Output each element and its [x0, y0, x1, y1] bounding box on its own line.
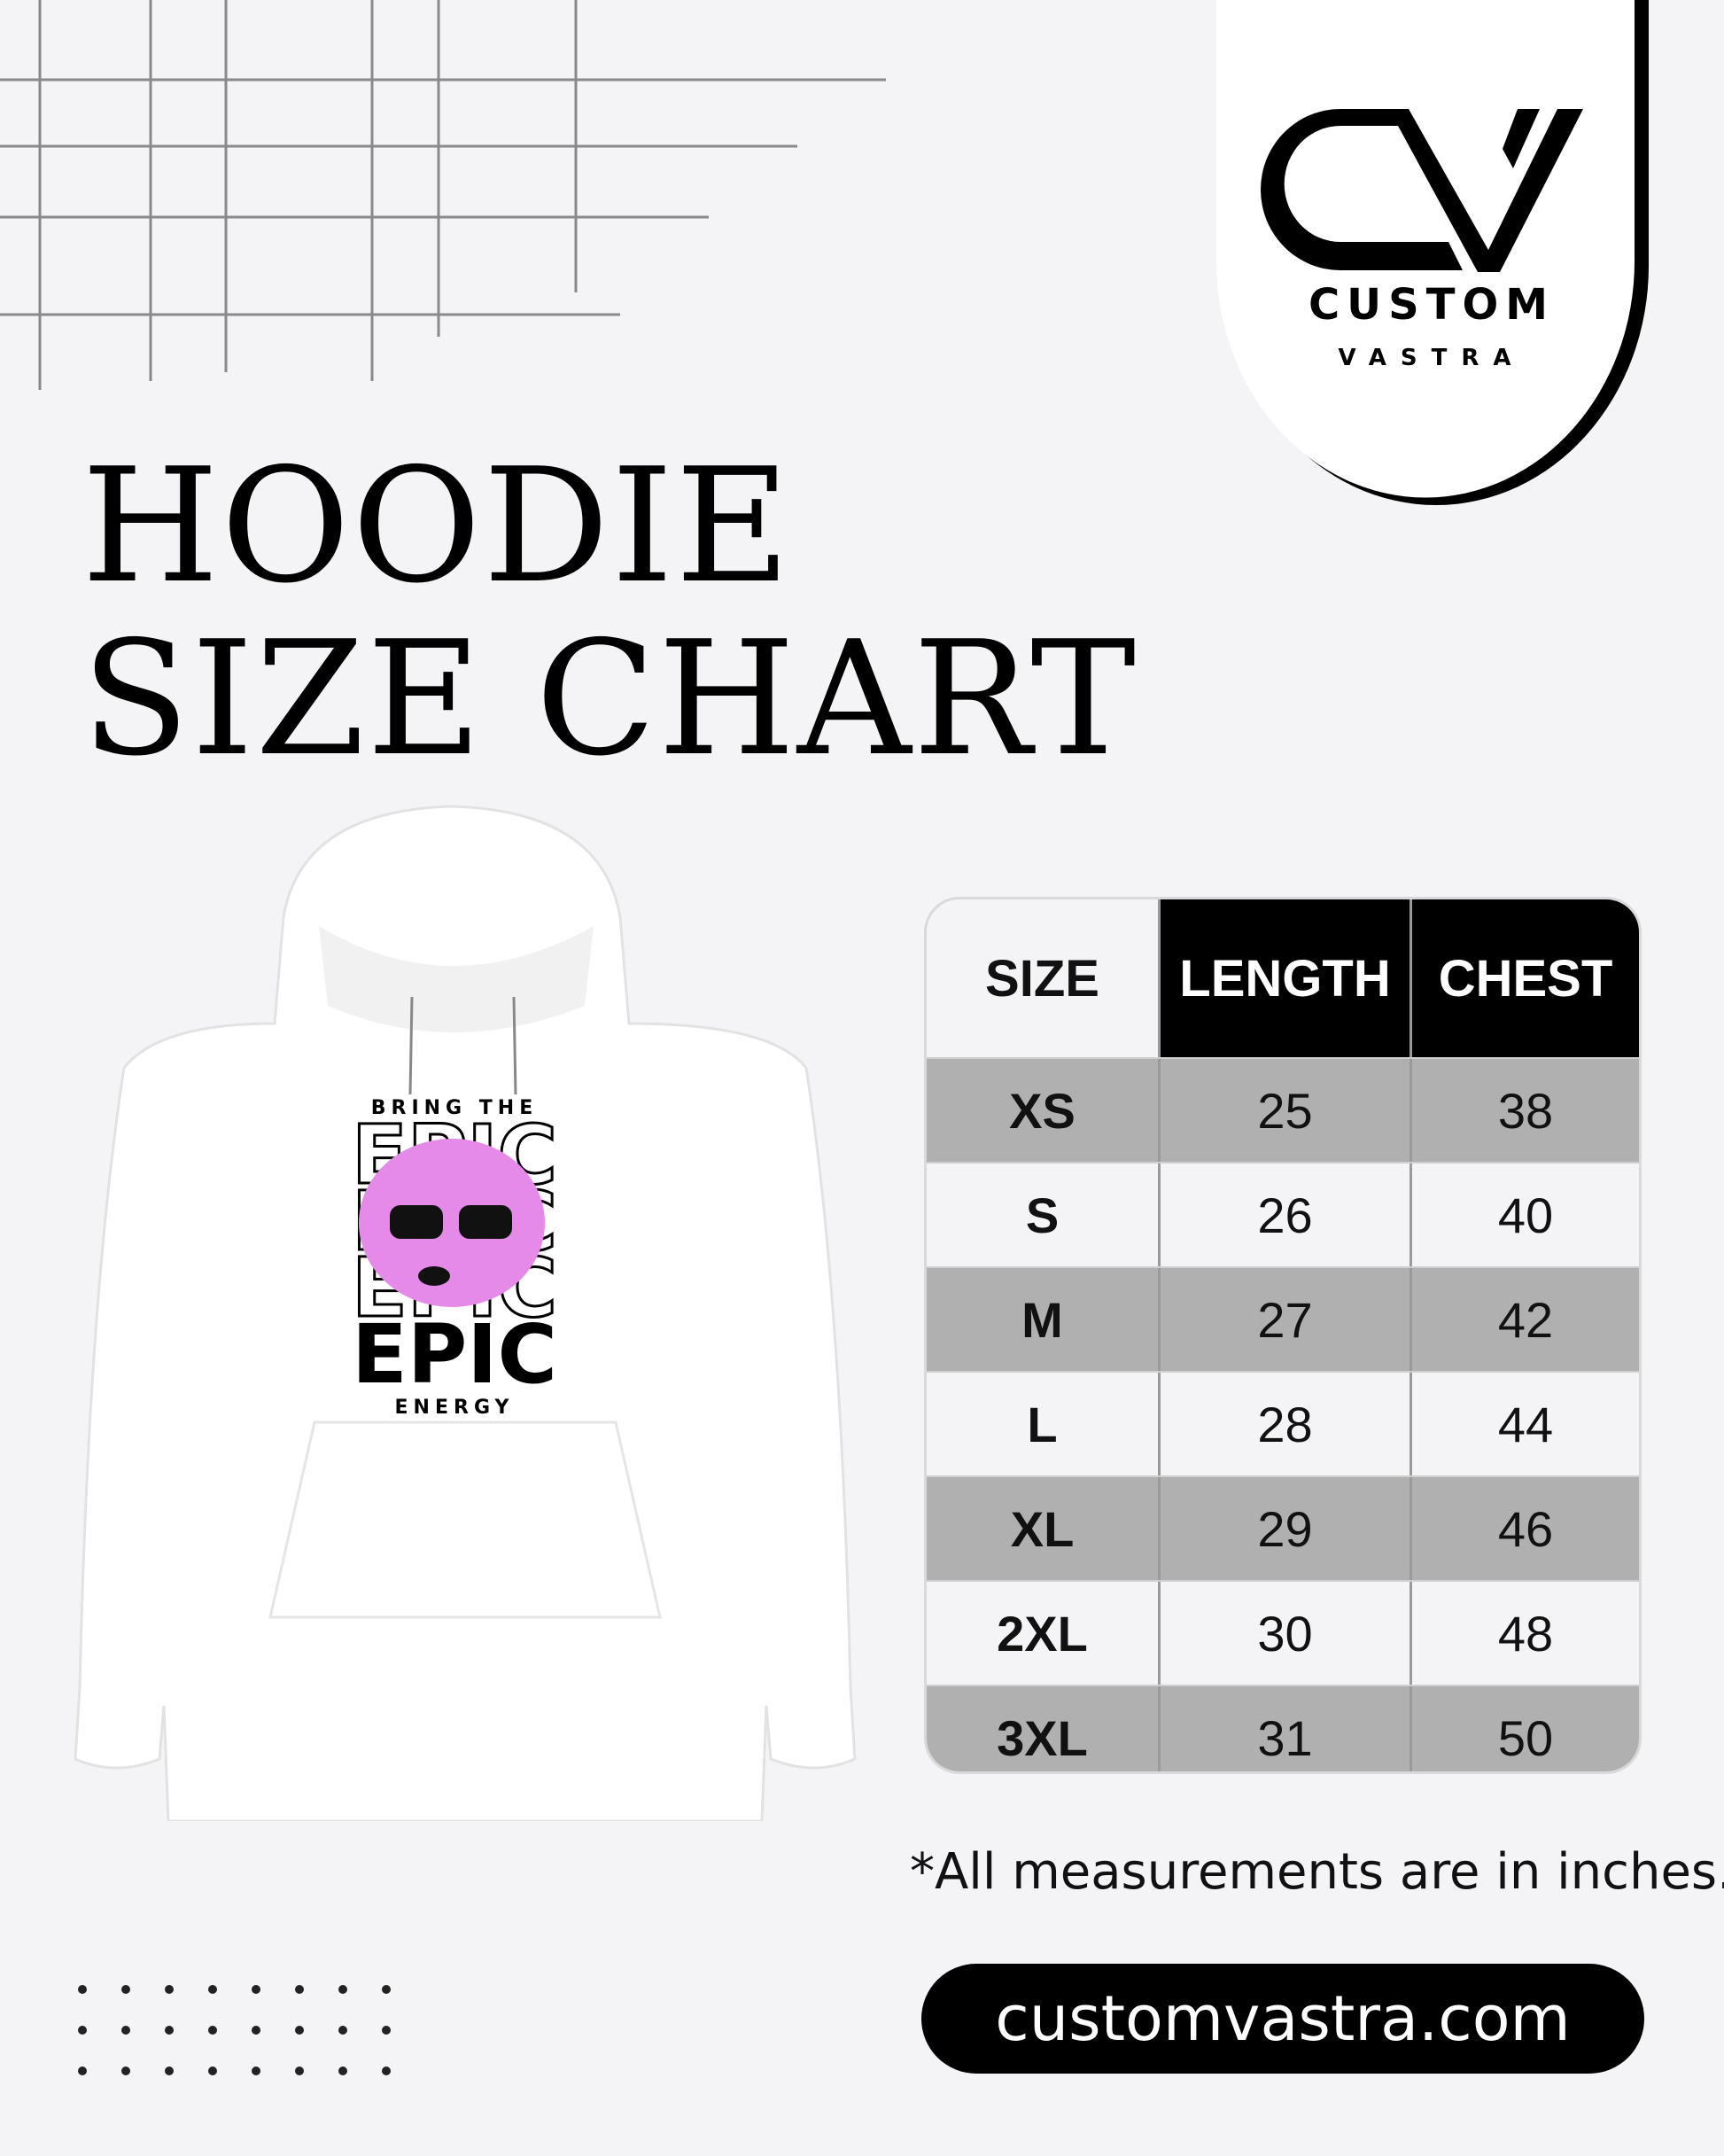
cell-size: M [927, 1268, 1161, 1371]
dot [252, 2026, 260, 2035]
dot [208, 2026, 217, 2035]
cell-length: 31 [1161, 1686, 1412, 1771]
logo-sub-text: VASTRA [1338, 345, 1525, 371]
cell-length: 25 [1161, 1059, 1412, 1162]
table-row: XL 29 46 [927, 1475, 1639, 1580]
cell-length: 30 [1161, 1582, 1412, 1685]
dot [78, 1985, 87, 1994]
dot [338, 2026, 347, 2035]
logo-brand-text: CUSTOM [1309, 280, 1555, 330]
dot [165, 2066, 174, 2075]
cell-chest: 50 [1497, 1709, 1554, 1766]
cell-chest: 38 [1497, 1082, 1554, 1139]
dog-illustration [359, 1139, 545, 1307]
dot [382, 2026, 391, 2035]
measurement-note: *All measurements are in inches. [910, 1843, 1724, 1901]
dot [295, 2026, 304, 2035]
cell-size: S [927, 1164, 1161, 1266]
website-button[interactable]: customvastra.com [921, 1964, 1644, 2074]
cell-length: 29 [1161, 1477, 1412, 1580]
cell-size: XL [927, 1477, 1161, 1580]
dot [78, 2026, 87, 2035]
dot [295, 2066, 304, 2075]
title-line-1: HOODIE [82, 434, 793, 618]
title-line-2: SIZE CHART [82, 607, 1138, 790]
dot [208, 2066, 217, 2075]
table-header-row: SIZE LENGTH CHEST [927, 899, 1639, 1057]
dot [121, 2026, 130, 2035]
size-chart-table: SIZE LENGTH CHEST XS 25 38 S 26 40 M 27 42 L 28 44 X… [924, 897, 1642, 1774]
cell-size: XS [927, 1059, 1161, 1162]
dot [165, 1985, 174, 1994]
dot [121, 2066, 130, 2075]
dot [208, 1985, 217, 1994]
cell-size: 2XL [927, 1582, 1161, 1685]
cell-chest: 42 [1497, 1291, 1554, 1348]
cell-length: 28 [1161, 1373, 1412, 1475]
dot [338, 2066, 347, 2075]
dot [295, 1985, 304, 1994]
dot [382, 1985, 391, 1994]
cell-chest: 44 [1497, 1396, 1554, 1452]
cell-length: 26 [1161, 1164, 1412, 1266]
dot [252, 1985, 260, 1994]
header-size: SIZE [927, 899, 1161, 1057]
cell-chest: 40 [1497, 1187, 1554, 1243]
cell-length: 27 [1161, 1268, 1412, 1371]
print-bottom-text: ENERGY [395, 1397, 515, 1419]
grid-decoration [0, 0, 886, 390]
print-top-text: BRING THE [371, 1097, 538, 1119]
print-word-4: EPIC [352, 1307, 557, 1402]
dot [78, 2066, 87, 2075]
header-length: LENGTH [1161, 899, 1412, 1057]
cell-chest: 46 [1497, 1500, 1554, 1557]
cell-size: L [927, 1373, 1161, 1475]
table-row: M 27 42 [927, 1266, 1639, 1371]
cv-monogram [1261, 109, 1583, 272]
table-row: 3XL 31 50 [927, 1685, 1639, 1771]
table-row: XS 25 38 [927, 1057, 1639, 1162]
brand-logo-badge: CUSTOM VASTRA [1216, 0, 1658, 541]
dots-decoration [78, 1985, 425, 2075]
table-row: S 26 40 [927, 1162, 1639, 1266]
dot [165, 2026, 174, 2035]
cell-size: 3XL [927, 1686, 1161, 1771]
dot [121, 1985, 130, 1994]
table-row: L 28 44 [927, 1371, 1639, 1475]
dot [252, 2066, 260, 2075]
table-row: 2XL 30 48 [927, 1580, 1639, 1685]
cell-chest: 48 [1497, 1605, 1554, 1662]
dot [382, 2066, 391, 2075]
hoodie-image: BRING THE EPIC EPIC EPIC EPIC ENERGY [62, 802, 868, 1823]
header-chest: CHEST [1412, 899, 1639, 1057]
dot [338, 1985, 347, 1994]
